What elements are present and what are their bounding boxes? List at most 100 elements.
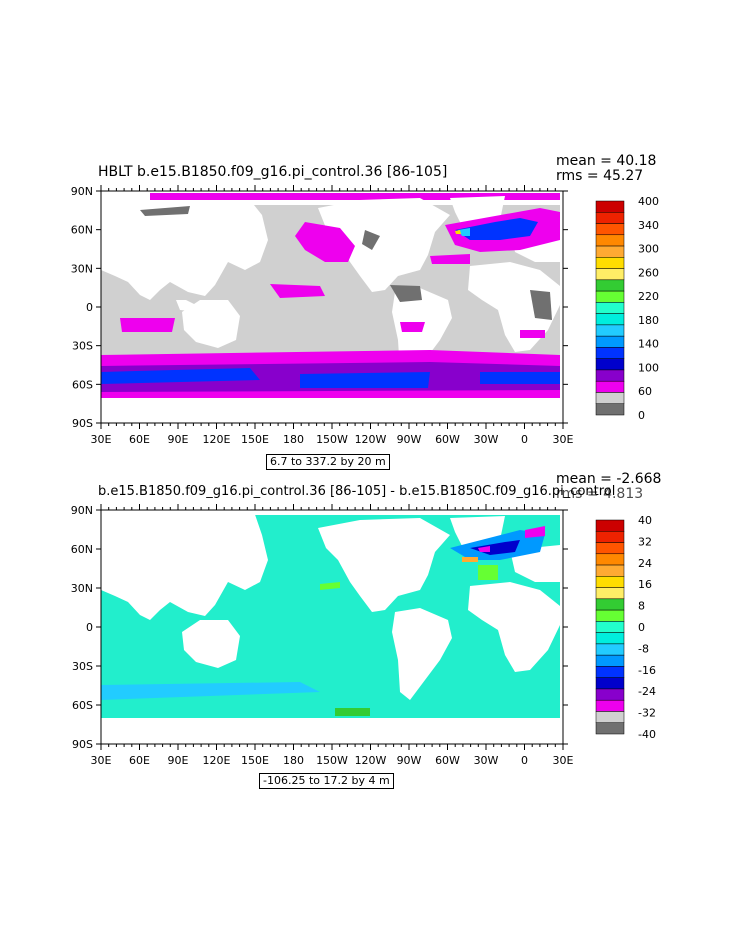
colorbar-label: 0	[638, 621, 645, 634]
lon-tick-label-11: 0	[521, 754, 528, 767]
colorbar-swatch	[595, 519, 625, 532]
colorbar-label: 220	[638, 290, 659, 303]
colorbar-swatch	[595, 290, 625, 303]
lon-tick-label-0: 30E	[91, 433, 112, 446]
lon-tick-label-5: 180	[283, 433, 304, 446]
colorbar-swatch	[595, 347, 625, 359]
colorbar-label: 100	[638, 361, 659, 374]
colorbar-label: 40	[638, 514, 652, 527]
colorbar-label: 0	[638, 409, 645, 422]
colorbar-swatch	[595, 324, 625, 337]
colorbar-swatch	[595, 369, 625, 382]
colorbar-swatch	[595, 268, 625, 281]
colorbar-label: -32	[638, 707, 656, 720]
lon-tick-label-2: 90E	[168, 433, 189, 446]
colorbar-swatch	[595, 542, 625, 555]
lat-tick-label-1: 60N	[71, 224, 93, 237]
lon-tick-label-12: 30E	[553, 754, 574, 767]
lon-tick-label-6: 150W	[316, 433, 348, 446]
lat-tick-label-0: 90N	[71, 504, 93, 517]
colorbar-swatch	[595, 403, 625, 416]
lon-tick-label-0: 30E	[91, 754, 112, 767]
colorbar-label: 300	[638, 243, 659, 256]
lon-tick-label-4: 150E	[241, 433, 269, 446]
colorbar-label: -40	[638, 728, 656, 741]
colorbar-swatch	[595, 200, 625, 213]
colorbar-swatch	[595, 564, 625, 577]
lon-tick-label-2: 90E	[168, 754, 189, 767]
lon-tick-label-8: 90W	[397, 433, 422, 446]
lat-tick-label-0: 90N	[71, 185, 93, 198]
lat-tick-label-6: 90S	[72, 417, 93, 430]
colorbar-swatch	[595, 576, 625, 588]
colorbar-label: 180	[638, 314, 659, 327]
lon-tick-label-8: 90W	[397, 754, 422, 767]
lon-tick-label-10: 30W	[474, 754, 499, 767]
colorbar-label: 32	[638, 535, 652, 548]
lat-tick-label-2: 30N	[71, 582, 93, 595]
colorbar-label: 8	[638, 600, 645, 613]
colorbar-swatch	[595, 223, 625, 236]
panel2-title: b.e15.B1850.f09_g16.pi_control.36 [86-10…	[98, 484, 616, 499]
colorbar-swatch	[595, 654, 625, 667]
colorbar-swatch	[595, 666, 625, 678]
colorbar-swatch	[595, 711, 625, 723]
panel2-colorbar: 40 32 24 16 8 0 -8 -16 -24 -32 -40	[595, 514, 656, 741]
lat-tick-label-3: 0	[86, 621, 93, 634]
colorbar-swatch	[595, 380, 625, 393]
panel2-rms: rms = 4.813	[556, 486, 644, 502]
lon-tick-label-11: 0	[521, 433, 528, 446]
colorbar-label: 260	[638, 266, 659, 279]
colorbar-label: 24	[638, 557, 652, 570]
lon-tick-label-12: 30E	[553, 433, 574, 446]
colorbar-label: 140	[638, 338, 659, 351]
panel2-axes: 90N 60N 30N 0 30S 60S 90S 30E 60E 90E 120E 150E 180 1…	[71, 504, 574, 767]
lat-tick-label-4: 30S	[72, 340, 93, 353]
colorbar-label: 340	[638, 219, 659, 232]
colorbar-label: -16	[638, 664, 656, 677]
lon-tick-label-7: 120W	[355, 754, 387, 767]
panel1-colorbar: 400 340 300 260 220 180 140 100 60 0	[595, 195, 659, 422]
lat-tick-label-1: 60N	[71, 543, 93, 556]
colorbar-swatch	[595, 313, 625, 326]
colorbar-swatch	[595, 279, 625, 292]
colorbar-swatch	[595, 553, 625, 566]
lat-tick-label-3: 0	[86, 301, 93, 314]
colorbar-swatch	[595, 699, 625, 712]
colorbar-swatch	[595, 688, 625, 701]
lat-tick-label-6: 90S	[72, 738, 93, 751]
lat-tick-label-4: 30S	[72, 660, 93, 673]
colorbar-swatch	[595, 587, 625, 600]
panel1-map	[101, 191, 563, 423]
colorbar-label: 400	[638, 195, 659, 208]
lat-tick-label-5: 60S	[72, 699, 93, 712]
lon-tick-label-3: 120E	[203, 433, 231, 446]
colorbar-swatch	[595, 212, 625, 224]
lon-tick-label-1: 60E	[129, 754, 150, 767]
colorbar-label: -8	[638, 642, 649, 655]
lon-tick-label-5: 180	[283, 754, 304, 767]
colorbar-swatch	[595, 677, 625, 690]
colorbar-label: 60	[638, 385, 652, 398]
colorbar-swatch	[595, 643, 625, 656]
lon-tick-label-6: 150W	[316, 754, 348, 767]
panel2-contour-range: -106.25 to 17.2 by 4 m	[259, 773, 394, 789]
colorbar-swatch	[595, 257, 625, 269]
colorbar-label: 16	[638, 578, 652, 591]
lon-tick-label-4: 150E	[241, 754, 269, 767]
lon-tick-label-7: 120W	[355, 433, 387, 446]
lon-tick-label-10: 30W	[474, 433, 499, 446]
panel1-axes: 90N 60N 30N 0 30S 60S 90S 30E 60E 90E 120E 150E 180 1…	[71, 185, 574, 446]
lon-tick-label-9: 60W	[435, 433, 460, 446]
panel1-mean: mean = 40.18	[556, 153, 657, 169]
panel1-title: HBLT b.e15.B1850.f09_g16.pi_control.36 […	[98, 164, 448, 180]
colorbar-swatch	[595, 302, 625, 314]
lat-tick-label-2: 30N	[71, 262, 93, 275]
colorbar-swatch	[595, 621, 625, 633]
colorbar-swatch	[595, 392, 625, 404]
panel2-mean: mean = -2.668	[556, 471, 662, 487]
colorbar-swatch	[595, 245, 625, 258]
colorbar-swatch	[595, 609, 625, 622]
lon-tick-label-3: 120E	[203, 754, 231, 767]
